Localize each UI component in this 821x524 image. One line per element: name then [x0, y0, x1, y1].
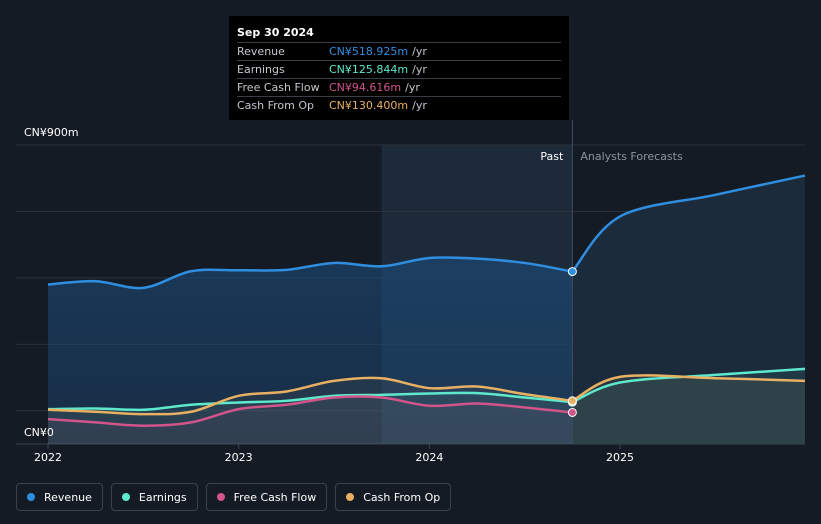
cash_from_op-line [47, 376, 573, 416]
legend-label: Revenue [44, 490, 92, 504]
legend-label: Cash From Op [363, 490, 441, 504]
free-cash-flow-dot-icon [216, 493, 225, 501]
cash_from_op-marker [567, 396, 577, 406]
legend-item-free-cash-flow[interactable]: Free Cash Flow [205, 483, 328, 511]
legend-item-cash-from-op[interactable]: Cash From Op [335, 483, 452, 511]
earnings-dot-icon [121, 493, 130, 501]
tooltip-value: CN¥518.925m [329, 45, 409, 58]
cash-from-op-dot-icon [346, 493, 355, 501]
tooltip-row-cash-from-op: Cash From Op CN¥130.400m /yr [237, 96, 561, 114]
free_cash_flow-line [47, 395, 573, 427]
legend-item-earnings[interactable]: Earnings [110, 483, 198, 511]
tooltip-label: Cash From Op [237, 99, 315, 112]
legend: Revenue Earnings Free Cash Flow Cash Fro… [16, 483, 452, 511]
x-tick-label: 2022 [34, 451, 62, 464]
y-axis-bottom-label: CN¥0 [24, 426, 54, 439]
legend-item-revenue[interactable]: Revenue [16, 483, 103, 511]
tooltip: Sep 30 2024 Revenue CN¥518.925m /yr Earn… [229, 16, 569, 120]
past-label: Past [540, 150, 564, 163]
x-tick-label: 2025 [606, 451, 634, 464]
revenue-line [47, 256, 573, 290]
tooltip-unit: /yr [412, 63, 427, 76]
free_cash_flow-area [48, 396, 573, 444]
earnings-forecast-area [572, 368, 805, 444]
tooltip-row-revenue: Revenue CN¥518.925m /yr [237, 42, 561, 60]
revenue-forecast-line [571, 174, 806, 273]
revenue-marker [567, 267, 577, 277]
tooltip-label: Free Cash Flow [237, 81, 320, 94]
free_cash_flow-marker [567, 407, 577, 417]
tooltip-label: Earnings [237, 63, 285, 76]
tooltip-label: Revenue [237, 45, 285, 58]
x-tick-label: 2024 [415, 451, 443, 464]
earnings-line [47, 391, 573, 412]
revenue-dot-icon [27, 493, 35, 501]
tooltip-row-earnings: Earnings CN¥125.844m /yr [237, 60, 561, 78]
cash_from_op-forecast-line [571, 374, 806, 402]
y-axis-top-label: CN¥900m [24, 126, 79, 139]
tooltip-unit: /yr [412, 99, 427, 112]
cash_from_op-forecast-area [572, 375, 805, 444]
x-tick-label: 2023 [225, 451, 253, 464]
forecast-label: Analysts Forecasts [580, 150, 683, 163]
legend-label: Free Cash Flow [233, 490, 317, 504]
tooltip-value: CN¥94.616m [329, 81, 402, 94]
tooltip-value: CN¥130.400m [329, 99, 409, 112]
tooltip-value: CN¥125.844m [329, 63, 409, 76]
revenue-area [48, 257, 573, 444]
tooltip-date: Sep 30 2024 [237, 26, 314, 39]
tooltip-unit: /yr [405, 81, 420, 94]
legend-label: Earnings [138, 490, 187, 504]
tooltip-unit: /yr [412, 45, 427, 58]
tooltip-row-free-cash-flow: Free Cash Flow CN¥94.616m /yr [237, 78, 561, 96]
